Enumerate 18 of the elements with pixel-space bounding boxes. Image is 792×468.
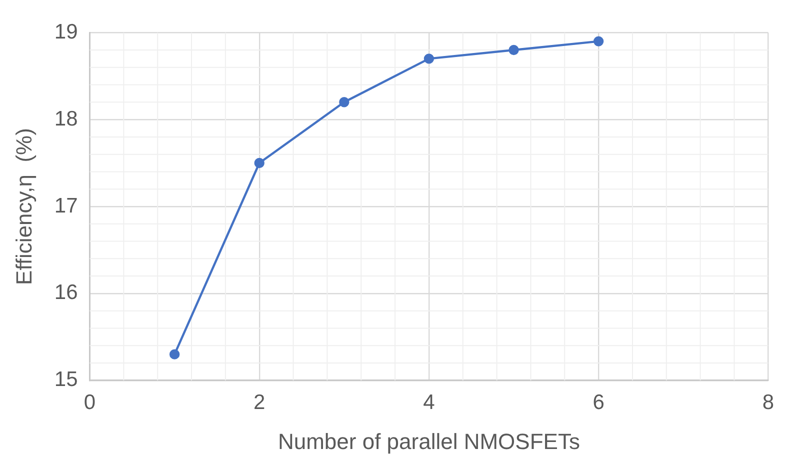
y-tick-label: 15 [54, 368, 78, 392]
y-axis-title: Efficiency,η (%) [11, 128, 36, 285]
point [508, 44, 519, 56]
y-tick-label: 17 [54, 194, 78, 218]
point [424, 54, 434, 64]
x-axis-title: Number of parallel NMOSFETs [278, 428, 580, 454]
x-tick-label: 6 [592, 390, 604, 414]
point [254, 158, 264, 168]
x-tick-label: 0 [84, 390, 96, 414]
y-tick-label: 16 [54, 281, 78, 304]
x-tick-label: 8 [762, 390, 774, 414]
point [169, 349, 180, 360]
x-tick-label: 4 [423, 390, 436, 414]
y-tick-label: 19 [54, 20, 78, 44]
x-tick-label: 2 [254, 390, 266, 414]
point [593, 36, 604, 46]
point [339, 97, 350, 108]
y-tick-label: 18 [54, 107, 78, 130]
